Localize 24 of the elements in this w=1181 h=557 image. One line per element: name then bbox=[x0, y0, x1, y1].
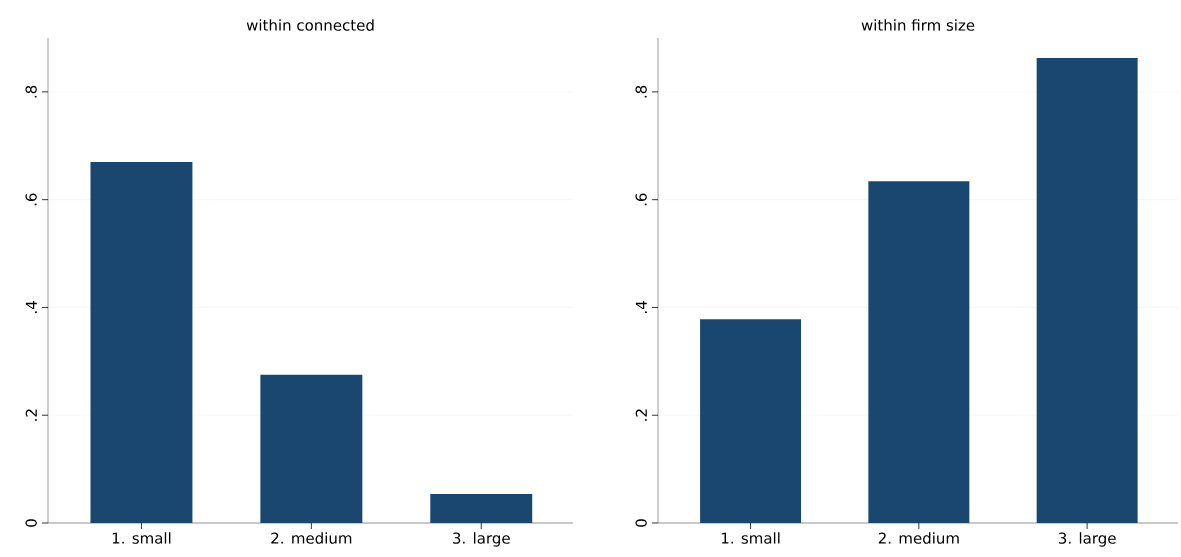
x-tick-label: 1. small bbox=[721, 532, 780, 544]
y-tick-label: 0 bbox=[635, 519, 647, 527]
y-tick-label: .6 bbox=[635, 193, 647, 206]
y-tick-label: 0 bbox=[25, 519, 37, 527]
bar bbox=[90, 161, 193, 523]
y-tick-label: .6 bbox=[25, 193, 37, 206]
y-tick-label: .2 bbox=[25, 409, 37, 421]
x-tick-label: 3. large bbox=[1058, 532, 1116, 547]
bar bbox=[260, 374, 363, 523]
x-tick-label: 3. large bbox=[453, 532, 510, 547]
y-tick-label: .4 bbox=[25, 301, 37, 313]
x-tick-label: 1. small bbox=[112, 532, 171, 544]
y-tick-label: .8 bbox=[635, 85, 647, 98]
y-tick-label: .8 bbox=[25, 85, 37, 98]
bar bbox=[430, 493, 533, 523]
bar bbox=[868, 181, 970, 523]
bar bbox=[1036, 57, 1138, 523]
y-tick-label: .4 bbox=[635, 301, 647, 313]
x-tick-label: 2. medium bbox=[271, 532, 352, 544]
chart-title: within connected bbox=[246, 19, 374, 31]
chart-title: within firm size bbox=[861, 19, 975, 31]
x-tick-label: 2. medium bbox=[878, 532, 959, 544]
bar bbox=[700, 319, 802, 523]
y-tick-label: .2 bbox=[635, 409, 647, 421]
